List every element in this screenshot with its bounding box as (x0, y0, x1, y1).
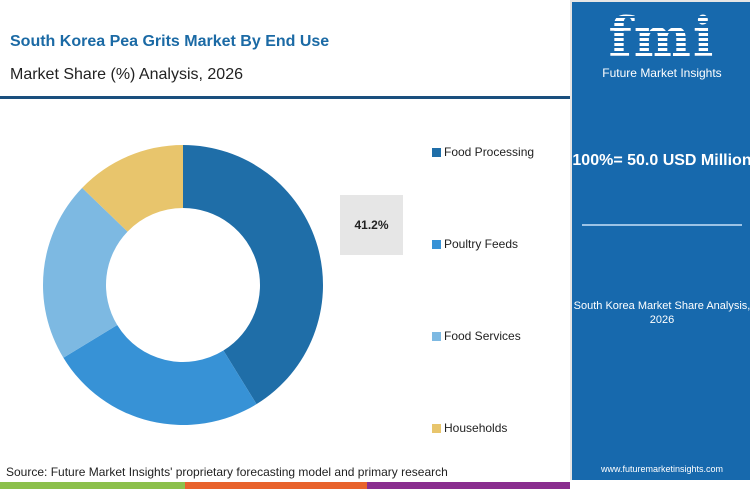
bottom-bar-green (0, 482, 185, 489)
legend-item: Poultry Feeds (432, 237, 518, 251)
legend-swatch (432, 331, 441, 341)
slice-food-services (43, 187, 128, 358)
logo-letters: fmi (597, 8, 727, 66)
legend-item: Households (432, 421, 507, 435)
legend-label: Food Services (444, 329, 521, 343)
divider (0, 96, 570, 99)
legend-label: Households (444, 421, 508, 435)
slice-households (82, 145, 183, 232)
legend-swatch (432, 239, 441, 249)
fmi-logo: fmi Future Market Insights (597, 8, 727, 88)
legend-label: Poultry Feeds (444, 237, 519, 251)
slice-food-processing (183, 145, 324, 405)
info-panel: fmi Future Market Insights 100%= 50.0 US… (570, 0, 750, 480)
data-label-food-processing: 41.2% (340, 195, 403, 255)
legend-item: Food Services (432, 329, 521, 343)
panel-divider (582, 224, 742, 226)
bottom-bar-orange (185, 482, 367, 489)
legend-label: Food Processing (444, 145, 535, 159)
chart-title: South Korea Pea Grits Market By End Use (10, 33, 330, 50)
website-link[interactable]: www.futuremarketinsights.com (600, 464, 724, 474)
chart-subtitle: Market Share (%) Analysis, 2026 (10, 66, 243, 83)
legend-item: Food Processing (432, 145, 534, 159)
legend-swatch (432, 147, 441, 157)
slice-poultry-feeds (63, 325, 257, 425)
panel-note: South Korea Market Share Analysis, 2026 (573, 300, 750, 326)
bottom-bar-purple (367, 482, 570, 489)
source-note: Source: Future Market Insights' propriet… (6, 465, 448, 479)
logo-name: Future Market Insights (602, 66, 722, 80)
legend-swatch (432, 423, 441, 433)
market-total: 100%= 50.0 USD Million (572, 152, 750, 169)
donut-chart (43, 145, 324, 425)
